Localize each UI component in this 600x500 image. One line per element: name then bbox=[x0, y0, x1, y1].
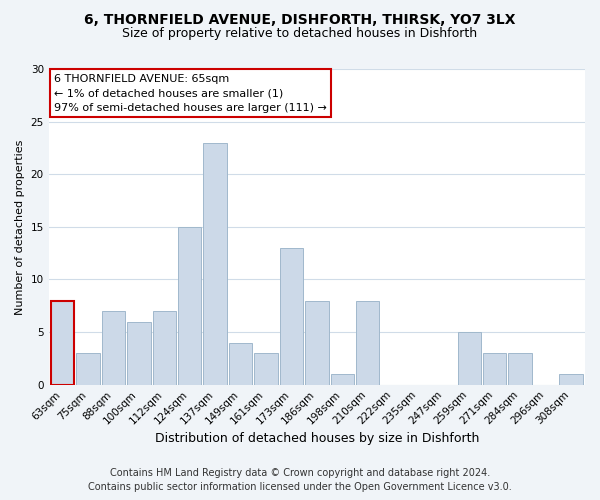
Bar bbox=[102, 311, 125, 384]
Bar bbox=[458, 332, 481, 384]
Text: Contains HM Land Registry data © Crown copyright and database right 2024.
Contai: Contains HM Land Registry data © Crown c… bbox=[88, 468, 512, 492]
Bar bbox=[203, 142, 227, 384]
Bar bbox=[254, 353, 278, 384]
Bar bbox=[51, 300, 74, 384]
Text: 6, THORNFIELD AVENUE, DISHFORTH, THIRSK, YO7 3LX: 6, THORNFIELD AVENUE, DISHFORTH, THIRSK,… bbox=[84, 12, 516, 26]
Y-axis label: Number of detached properties: Number of detached properties bbox=[15, 139, 25, 314]
Bar bbox=[229, 342, 252, 384]
Bar bbox=[483, 353, 506, 384]
Bar bbox=[127, 322, 151, 384]
Bar bbox=[152, 311, 176, 384]
Bar bbox=[508, 353, 532, 384]
Bar bbox=[178, 227, 202, 384]
Bar bbox=[305, 300, 329, 384]
Text: Size of property relative to detached houses in Dishforth: Size of property relative to detached ho… bbox=[122, 28, 478, 40]
Bar bbox=[331, 374, 354, 384]
Bar bbox=[76, 353, 100, 384]
X-axis label: Distribution of detached houses by size in Dishforth: Distribution of detached houses by size … bbox=[155, 432, 479, 445]
Text: 6 THORNFIELD AVENUE: 65sqm
← 1% of detached houses are smaller (1)
97% of semi-d: 6 THORNFIELD AVENUE: 65sqm ← 1% of detac… bbox=[54, 74, 327, 112]
Bar bbox=[280, 248, 303, 384]
Bar bbox=[356, 300, 379, 384]
Bar bbox=[559, 374, 583, 384]
